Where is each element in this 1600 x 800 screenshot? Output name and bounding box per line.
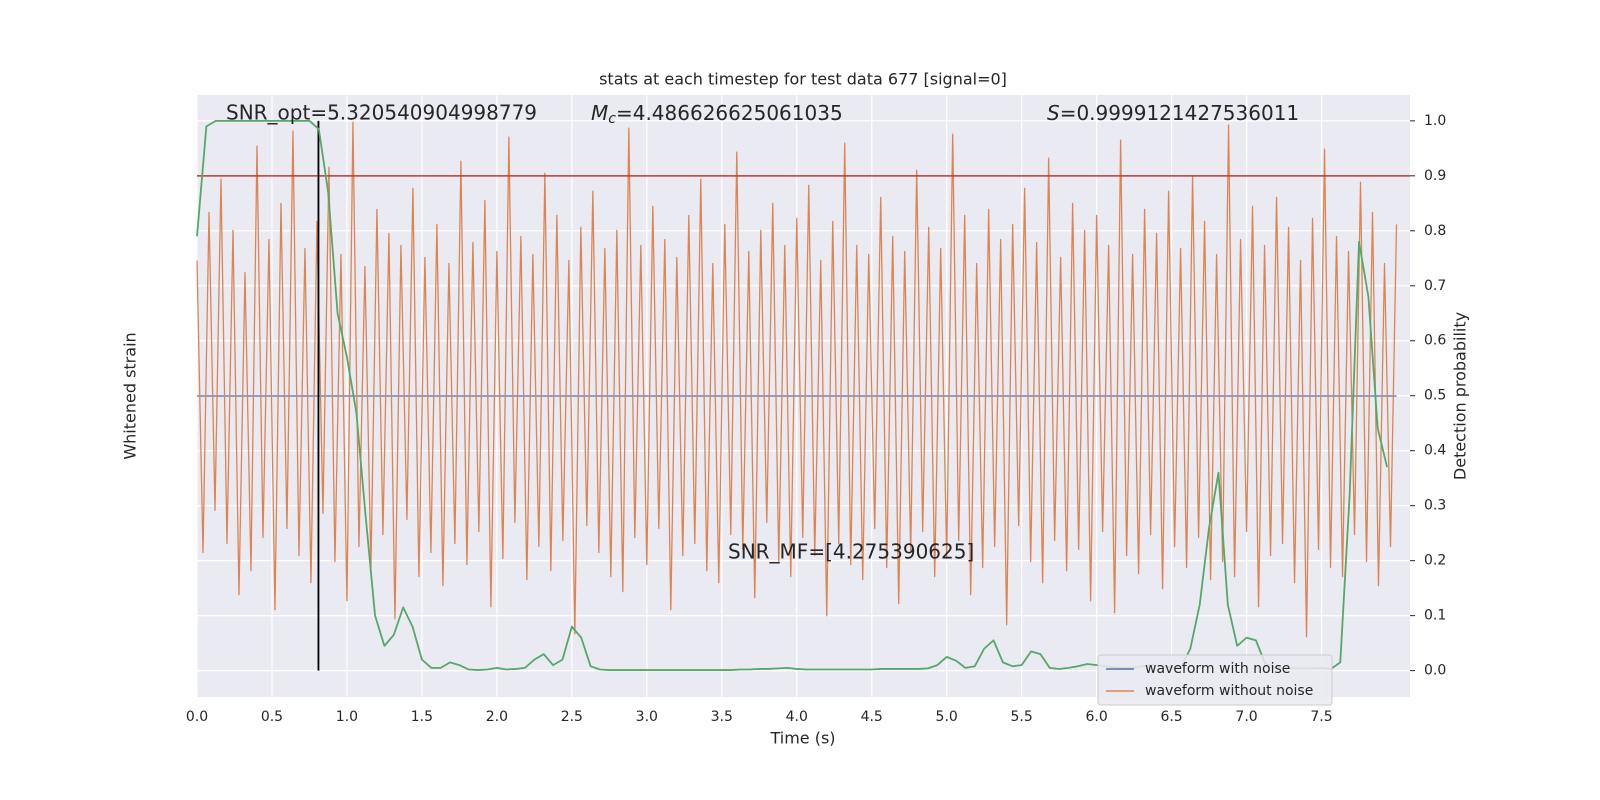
y2-tick-label: 0.5: [1424, 388, 1446, 404]
y2-axis-label: Detection probability: [1451, 312, 1470, 480]
x-tick-label: 5.5: [1011, 709, 1033, 725]
chirp-mass: Mc=4.486626625061035: [591, 101, 843, 128]
chart-title: stats at each timestep for test data 677…: [599, 70, 1007, 89]
series-line: [196, 121, 1398, 638]
x-tick-label: 0.0: [186, 709, 208, 725]
y2-tick-label: 0.9: [1424, 168, 1446, 184]
y2-tick-label: 0.8: [1424, 223, 1446, 239]
legend-label: waveform without noise: [1145, 683, 1313, 699]
s-stat: S=0.9999121427536011: [1047, 101, 1299, 125]
y2-tick-label: 0.6: [1424, 333, 1446, 349]
x-tick-label: 0.5: [261, 709, 283, 725]
series-line: [196, 119, 1389, 671]
x-tick-label: 2.5: [561, 709, 583, 725]
x-tick-label: 1.0: [336, 709, 358, 725]
y2-tick-label: 0.2: [1424, 553, 1446, 569]
x-tick-label: 7.5: [1310, 709, 1332, 725]
x-axis-label: Time (s): [769, 729, 835, 748]
x-tick-label: 3.5: [711, 709, 733, 725]
s-symbol: S: [1047, 101, 1060, 125]
x-tick-label: 2.0: [486, 709, 508, 725]
x-tick-label: 1.5: [411, 709, 433, 725]
x-tick-label: 5.0: [936, 709, 958, 725]
s-value: =0.9999121427536011: [1060, 101, 1299, 125]
y-axis-label: Whitened strain: [121, 332, 140, 459]
y2-tick-label: 0.4: [1424, 443, 1446, 459]
x-tick-label: 4.0: [786, 709, 808, 725]
snr-opt: SNR_opt=5.320540904998779: [226, 101, 537, 125]
y2-tick-label: 0.7: [1424, 278, 1446, 294]
legend: waveform with noise waveform without nois…: [1097, 654, 1333, 706]
mc-subscript: c: [608, 111, 616, 127]
y2-tick-label: 1.0: [1424, 113, 1446, 129]
legend-box: [1097, 654, 1333, 706]
x-tick-label: 6.0: [1085, 709, 1107, 725]
snr-mf: SNR_MF=[4.275390625]: [728, 540, 974, 564]
y2-tick-label: 0.0: [1424, 663, 1446, 679]
mc-symbol: M: [591, 101, 608, 125]
x-tick-label: 3.0: [636, 709, 658, 725]
y2-tick-label: 0.1: [1424, 608, 1446, 624]
y2-tick-label: 0.3: [1424, 498, 1446, 514]
mc-value: =4.486626625061035: [616, 101, 843, 125]
legend-label: waveform with noise: [1145, 661, 1290, 677]
ticks: 0.0 0.5 1.0 1.5 2.0 2.5 3.0 3.5 4.0 4.5 5.0 5.5 6.0 6…: [186, 113, 1446, 725]
x-tick-label: 7.0: [1235, 709, 1257, 725]
x-tick-label: 4.5: [861, 709, 883, 725]
marks: [196, 119, 1410, 671]
x-tick-label: 6.5: [1160, 709, 1182, 725]
